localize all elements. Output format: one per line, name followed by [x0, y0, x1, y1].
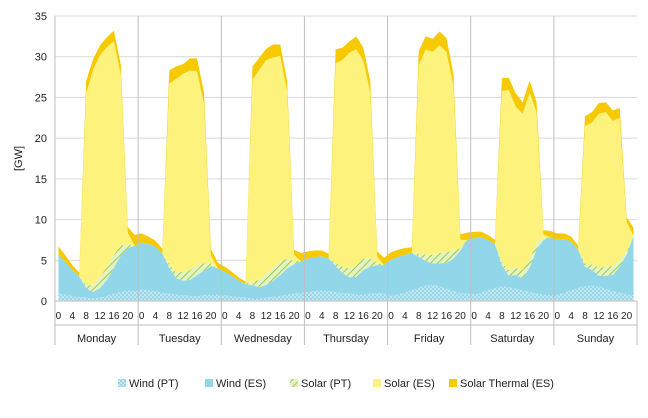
y-tick-label: 10 [35, 215, 47, 227]
y-tick-label: 20 [35, 133, 47, 145]
x-hour-tick-label: 0 [471, 311, 477, 322]
x-hour-tick-label: 8 [499, 311, 505, 322]
x-hour-tick-label: 0 [56, 311, 62, 322]
series-area-solar-thermal-es [58, 30, 634, 284]
x-hour-tick-label: 16 [275, 311, 287, 322]
x-hour-tick-label: 0 [139, 311, 145, 322]
series-areas [58, 30, 634, 301]
legend-swatch [118, 379, 126, 387]
x-hour-tick-label: 4 [402, 311, 408, 322]
x-day-label: Wednesday [234, 333, 292, 345]
x-day-label: Sunday [577, 333, 615, 345]
y-tick-label: 0 [41, 296, 47, 308]
legend-label: Solar Thermal (ES) [460, 378, 554, 390]
x-hour-tick-label: 8 [167, 311, 173, 322]
legend-label: Solar (PT) [301, 378, 351, 390]
x-hour-tick-label: 12 [178, 311, 190, 322]
x-hour-tick-label: 0 [555, 311, 561, 322]
x-hour-tick-label: 20 [205, 311, 217, 322]
y-tick-label: 35 [35, 11, 47, 23]
legend-label: Solar (ES) [384, 378, 435, 390]
x-hour-tick-label: 16 [108, 311, 120, 322]
x-hour-tick-label: 0 [305, 311, 311, 322]
x-hour-tick-label: 20 [455, 311, 467, 322]
x-hour-tick-label: 4 [568, 311, 574, 322]
y-tick-label: 5 [41, 255, 47, 267]
x-hour-tick-label: 12 [427, 311, 439, 322]
legend-swatch [205, 379, 213, 387]
x-hour-tick-label: 4 [70, 311, 76, 322]
x-day-label: Tuesday [159, 333, 201, 345]
x-hour-tick-label: 20 [538, 311, 550, 322]
legend-label: Wind (PT) [129, 378, 179, 390]
series-area-wind-es [58, 235, 634, 299]
x-hour-tick-label: 4 [319, 311, 325, 322]
x-day-label: Friday [414, 333, 445, 345]
x-hour-tick-label: 12 [510, 311, 522, 322]
x-hour-tick-label: 4 [236, 311, 242, 322]
legend-swatch [373, 379, 381, 387]
x-hour-tick-label: 8 [416, 311, 422, 322]
x-hour-tick-label: 12 [344, 311, 356, 322]
x-hour-tick-label: 4 [153, 311, 159, 322]
x-hour-tick-label: 20 [288, 311, 300, 322]
legend-label: Wind (ES) [216, 378, 266, 390]
y-axis-label: [GW] [13, 146, 25, 171]
x-hour-tick-label: 8 [582, 311, 588, 322]
series-area-solar-es [58, 41, 634, 286]
y-tick-label: 25 [35, 92, 47, 104]
series-area-wind-pt [58, 284, 634, 301]
x-hour-tick-label: 16 [607, 311, 619, 322]
x-hour-tick-label: 20 [621, 311, 633, 322]
x-hour-tick-label: 0 [222, 311, 228, 322]
x-hour-tick-label: 8 [83, 311, 89, 322]
legend-swatch [290, 379, 298, 387]
x-hour-tick-label: 12 [261, 311, 273, 322]
x-hour-tick-label: 8 [250, 311, 256, 322]
day-separators [137, 16, 555, 301]
y-tick-label: 30 [35, 52, 47, 64]
x-hour-tick-label: 20 [372, 311, 384, 322]
x-hour-tick-label: 20 [122, 311, 134, 322]
x-day-label: Thursday [323, 333, 369, 345]
x-day-label: Saturday [490, 333, 535, 345]
x-hour-tick-label: 16 [441, 311, 453, 322]
x-hour-tick-label: 8 [333, 311, 339, 322]
x-hour-tick-label: 0 [388, 311, 394, 322]
x-hour-tick-label: 12 [593, 311, 605, 322]
x-hour-tick-label: 16 [524, 311, 536, 322]
x-day-label: Monday [77, 333, 117, 345]
x-hour-tick-label: 16 [191, 311, 203, 322]
x-hour-tick-label: 16 [358, 311, 370, 322]
legend: Wind (PT) Wind (ES) Solar (PT) Solar (ES) So… [118, 378, 554, 390]
x-hour-tick-label: 4 [485, 311, 491, 322]
legend-swatch [449, 379, 457, 387]
x-hour-tick-label: 12 [94, 311, 106, 322]
y-tick-label: 15 [35, 174, 47, 186]
